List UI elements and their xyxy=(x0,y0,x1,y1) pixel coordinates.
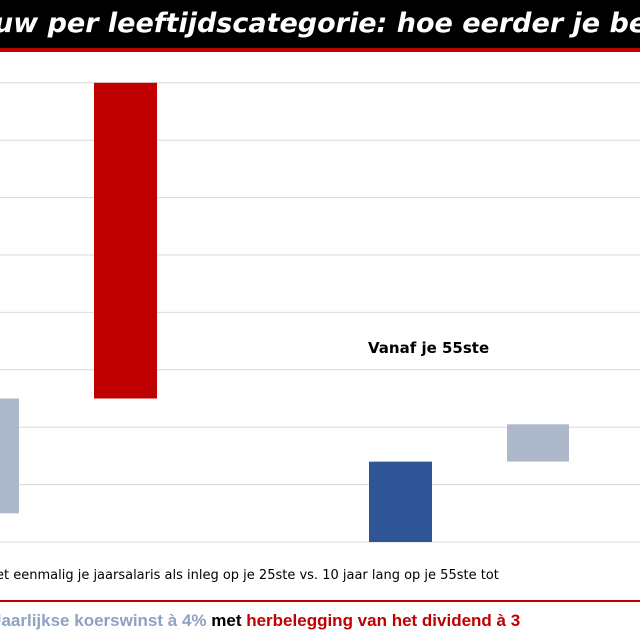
bars xyxy=(0,82,569,542)
footer-koerswinst: Jaarlijkse koerswinst xyxy=(0,611,164,630)
bar-grey-left xyxy=(0,398,19,514)
chart-title: uw per leeftijdscategorie: hoe eerder je… xyxy=(0,8,640,39)
bar-blue xyxy=(369,461,432,542)
footer-dividend: herbelegging van het dividend à 3 xyxy=(246,611,521,630)
footer-legend: Jaarlijkse koerswinst à 4% met herbelegg… xyxy=(0,600,640,640)
footer-met: met xyxy=(211,611,247,630)
chart-plot: Vanaf je 55ste et eenmalig je jaarsalari… xyxy=(0,82,640,583)
title-banner: uw per leeftijdscategorie: hoe eerder je… xyxy=(0,0,640,52)
bar-red-big xyxy=(94,82,157,399)
annotation-label: Vanaf je 55ste xyxy=(368,339,489,357)
footer-rate: à 4% xyxy=(163,611,212,630)
bar-grey-right xyxy=(507,424,569,462)
x-axis-label: et eenmalig je jaarsalaris als inleg op … xyxy=(0,568,499,583)
footer-text: Jaarlijkse koerswinst à 4% met herbelegg… xyxy=(0,611,520,631)
